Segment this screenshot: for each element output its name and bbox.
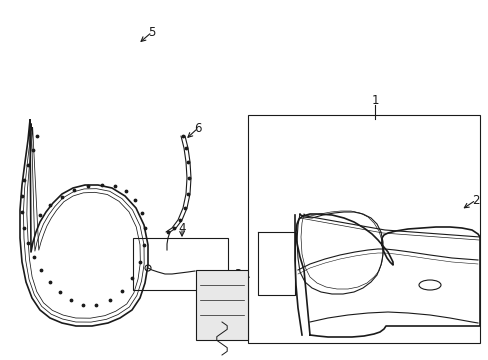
Point xyxy=(92,302,100,308)
Point xyxy=(128,275,136,281)
Point xyxy=(122,188,130,194)
Point xyxy=(58,194,66,200)
Point xyxy=(56,289,64,295)
Point xyxy=(136,259,143,265)
Point xyxy=(176,217,183,223)
Point xyxy=(170,225,178,231)
Bar xyxy=(247,115,479,343)
Point xyxy=(37,267,45,273)
Point xyxy=(24,240,32,246)
Point xyxy=(182,145,189,151)
Point xyxy=(183,191,191,197)
Point xyxy=(164,229,172,235)
Point xyxy=(30,254,38,260)
Text: 4: 4 xyxy=(178,221,185,234)
Point xyxy=(33,133,41,139)
Point xyxy=(141,225,149,231)
Point xyxy=(24,162,32,168)
Text: 5: 5 xyxy=(148,26,155,39)
Ellipse shape xyxy=(418,280,440,290)
Bar xyxy=(133,238,227,290)
Point xyxy=(131,197,139,203)
Point xyxy=(111,183,119,189)
Point xyxy=(20,177,28,183)
Point xyxy=(185,175,193,181)
Point xyxy=(138,210,145,216)
Point xyxy=(84,183,92,189)
Point xyxy=(179,133,186,139)
Point xyxy=(118,288,125,294)
Point xyxy=(181,205,188,211)
Bar xyxy=(196,270,247,340)
Point xyxy=(29,147,37,153)
Point xyxy=(18,193,26,199)
Text: 2: 2 xyxy=(471,194,479,207)
Point xyxy=(140,242,147,248)
Text: 3: 3 xyxy=(234,269,241,282)
Point xyxy=(79,302,87,308)
Point xyxy=(20,225,28,231)
Point xyxy=(98,182,106,188)
Text: 6: 6 xyxy=(194,122,202,135)
Point xyxy=(183,159,191,165)
Point xyxy=(67,297,75,303)
Point xyxy=(46,202,54,208)
Point xyxy=(36,212,44,218)
Point xyxy=(70,187,78,193)
Point xyxy=(46,279,54,285)
Text: 1: 1 xyxy=(370,94,378,107)
Point xyxy=(106,297,114,303)
Point xyxy=(18,209,26,215)
